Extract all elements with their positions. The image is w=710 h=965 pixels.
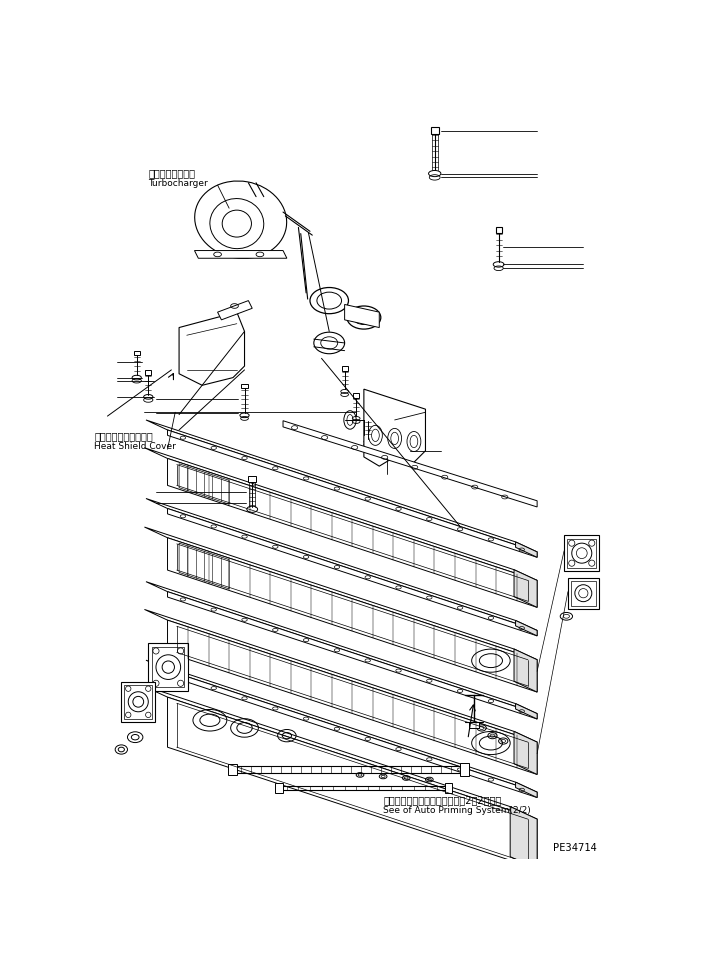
- Bar: [431, 127, 439, 133]
- Polygon shape: [217, 301, 252, 319]
- Text: ヒートシールドカバー: ヒートシールドカバー: [94, 431, 153, 442]
- Polygon shape: [364, 389, 425, 466]
- Polygon shape: [515, 783, 537, 797]
- Polygon shape: [514, 569, 537, 607]
- Polygon shape: [146, 499, 537, 630]
- Bar: [228, 764, 237, 775]
- Ellipse shape: [210, 199, 263, 249]
- Bar: [365, 416, 371, 421]
- Polygon shape: [168, 592, 537, 719]
- Text: オートプライミングシステム（2／2）参照: オートプライミングシステム（2／2）参照: [383, 795, 501, 805]
- Polygon shape: [146, 660, 537, 792]
- Bar: [124, 685, 152, 719]
- Polygon shape: [195, 251, 287, 259]
- Polygon shape: [144, 527, 537, 660]
- Bar: [146, 370, 151, 374]
- Polygon shape: [179, 464, 229, 504]
- Polygon shape: [146, 582, 537, 714]
- Bar: [241, 384, 248, 388]
- Text: ターボチャージャ: ターボチャージャ: [148, 168, 195, 179]
- Polygon shape: [146, 420, 537, 552]
- Polygon shape: [168, 538, 537, 692]
- Bar: [133, 350, 140, 355]
- Polygon shape: [179, 312, 244, 385]
- Bar: [148, 644, 188, 691]
- Polygon shape: [168, 430, 537, 558]
- Polygon shape: [283, 421, 537, 507]
- Polygon shape: [168, 671, 537, 797]
- Polygon shape: [344, 304, 379, 327]
- Bar: [342, 366, 348, 371]
- Polygon shape: [168, 620, 537, 775]
- Text: Heat Shield Cover: Heat Shield Cover: [94, 442, 176, 452]
- Text: PE34714: PE34714: [552, 843, 596, 853]
- Bar: [571, 581, 596, 605]
- Bar: [564, 536, 599, 571]
- Polygon shape: [514, 649, 537, 692]
- Bar: [469, 722, 479, 728]
- Bar: [444, 783, 452, 793]
- Bar: [353, 393, 359, 398]
- Bar: [275, 784, 283, 792]
- Polygon shape: [510, 807, 537, 869]
- Polygon shape: [514, 731, 537, 775]
- Bar: [567, 538, 596, 567]
- Polygon shape: [144, 448, 537, 580]
- Text: See of Auto Priming System(2/2): See of Auto Priming System(2/2): [383, 806, 531, 814]
- Polygon shape: [515, 620, 537, 636]
- Polygon shape: [515, 703, 537, 719]
- Bar: [460, 763, 469, 776]
- Bar: [568, 578, 599, 609]
- Polygon shape: [168, 458, 537, 607]
- Bar: [248, 476, 256, 482]
- Ellipse shape: [222, 210, 251, 237]
- Bar: [152, 648, 185, 687]
- Polygon shape: [141, 684, 537, 819]
- Polygon shape: [168, 697, 537, 869]
- Polygon shape: [179, 543, 229, 589]
- Polygon shape: [515, 542, 537, 558]
- Polygon shape: [168, 509, 537, 636]
- Bar: [121, 681, 155, 722]
- Text: Turbocharger: Turbocharger: [148, 179, 208, 188]
- Bar: [496, 228, 502, 233]
- Polygon shape: [144, 610, 537, 742]
- Ellipse shape: [195, 181, 287, 259]
